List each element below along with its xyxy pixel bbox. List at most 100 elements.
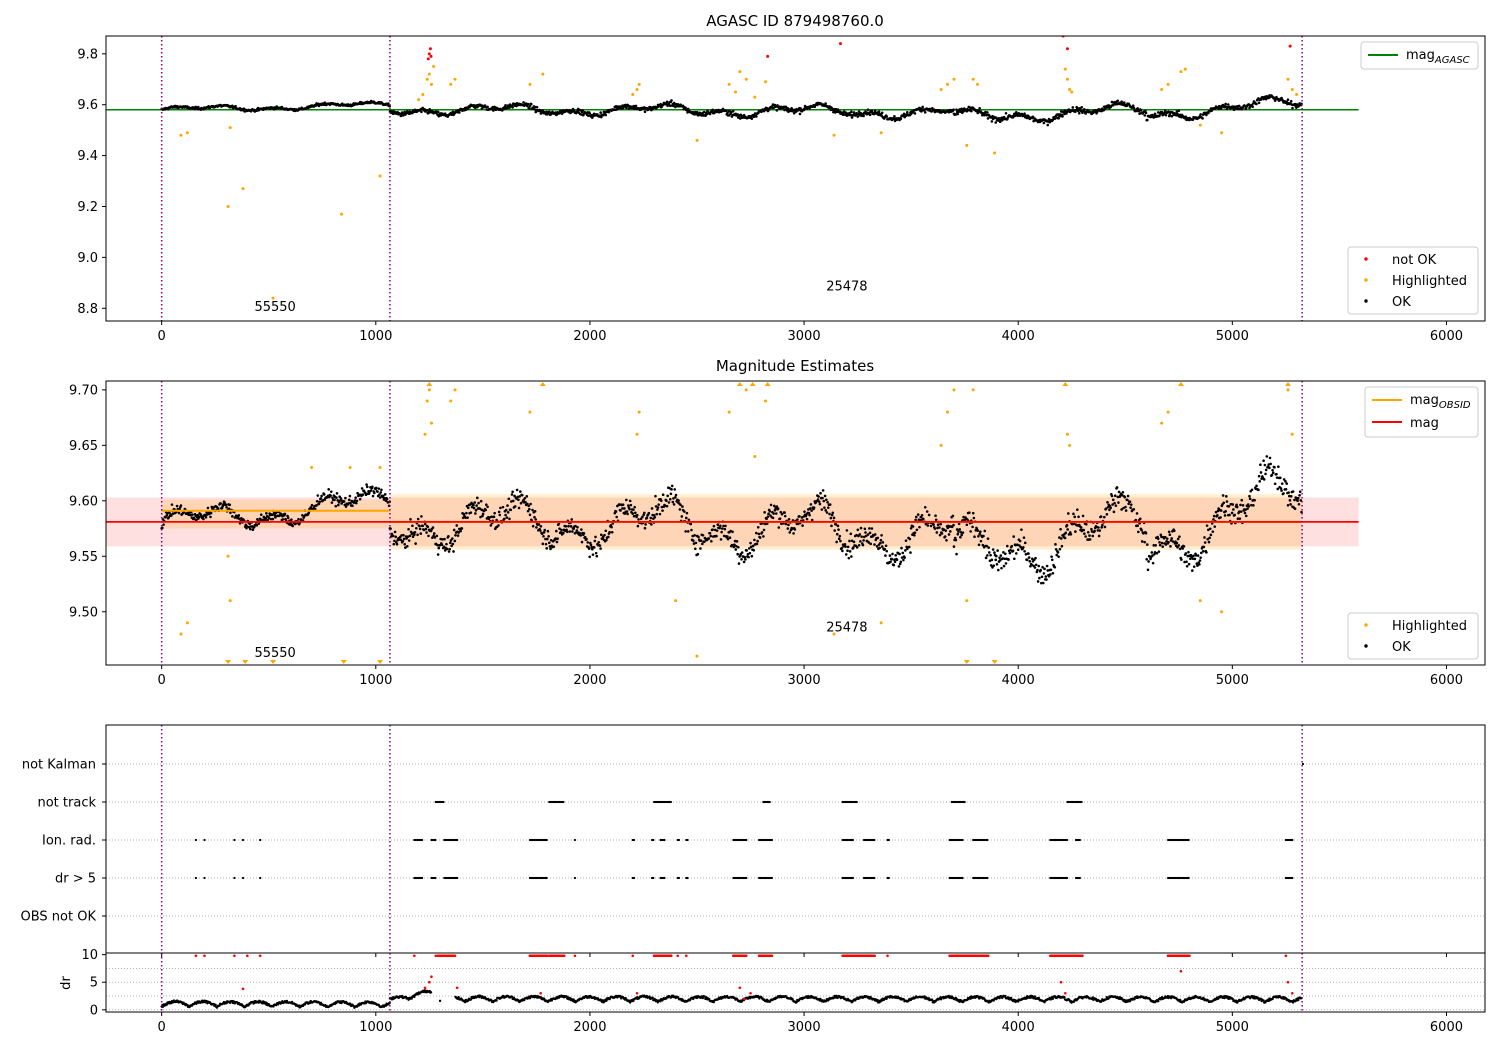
ok-point — [992, 564, 996, 567]
ok-point — [841, 113, 845, 117]
not-ok-point — [427, 52, 431, 56]
ok-point — [1088, 534, 1091, 537]
ok-point — [1287, 491, 1290, 494]
ok-point — [589, 543, 593, 547]
highlighted-point — [453, 77, 457, 81]
y-tick-label: 9.0 — [77, 251, 98, 266]
not-ok-point — [1288, 44, 1292, 48]
ok-point — [726, 537, 730, 541]
ok-point — [959, 535, 962, 539]
ok-point — [356, 491, 359, 495]
ok-point — [327, 488, 330, 491]
flag-point — [632, 876, 636, 880]
legend-marker-highlighted — [1364, 623, 1368, 627]
ok-point — [1225, 500, 1229, 503]
ok-point — [524, 500, 527, 504]
ok-point — [834, 107, 838, 111]
ok-point — [493, 511, 496, 515]
highlighted-point — [1220, 610, 1224, 614]
ok-point — [736, 552, 739, 556]
ok-point — [1033, 566, 1037, 569]
ok-point — [850, 110, 853, 114]
ok-point — [1155, 551, 1159, 555]
ok-point — [670, 484, 674, 488]
flag-point — [203, 876, 206, 880]
highlighted-point — [946, 410, 950, 414]
ok-point — [1167, 530, 1171, 534]
ok-point — [522, 101, 525, 104]
ok-point — [798, 112, 802, 116]
ok-point — [474, 509, 478, 512]
obsid-label: 25478 — [826, 279, 867, 294]
highlighted-point — [1220, 131, 1224, 135]
ok-point — [1227, 505, 1231, 508]
ok-point — [701, 533, 705, 537]
ok-point — [568, 530, 572, 533]
ok-point — [336, 498, 339, 502]
ok-point — [955, 552, 958, 556]
ok-point — [728, 536, 732, 540]
legend-marker-highlighted — [1364, 278, 1368, 282]
dr-ok-point — [400, 994, 404, 998]
ok-point — [989, 564, 993, 567]
flag-point — [686, 838, 689, 842]
ok-point — [408, 534, 412, 538]
ok-point — [441, 538, 444, 541]
ok-point — [678, 508, 682, 511]
ok-point — [571, 530, 574, 533]
ok-point — [893, 114, 896, 118]
ok-point — [805, 517, 809, 521]
ok-point — [1111, 503, 1114, 506]
ok-point — [888, 554, 892, 557]
ok-point — [598, 544, 602, 547]
ok-point — [1013, 114, 1017, 118]
ok-point — [383, 496, 386, 500]
ok-point — [628, 507, 631, 511]
ok-point — [775, 505, 779, 508]
flag-point — [456, 838, 459, 842]
ok-point — [1102, 515, 1106, 519]
ok-point — [687, 518, 691, 522]
ok-point — [399, 538, 403, 542]
ok-point — [938, 526, 941, 529]
ok-point — [319, 497, 323, 500]
ok-point — [535, 526, 538, 529]
ok-point — [255, 523, 259, 527]
flag-point — [1065, 876, 1069, 880]
ok-point — [394, 535, 398, 539]
ok-point — [1211, 530, 1215, 533]
ok-point — [927, 513, 931, 517]
ok-point — [986, 117, 990, 120]
ok-point — [1045, 564, 1049, 568]
not-ok-point — [426, 57, 430, 61]
ok-point — [942, 528, 946, 531]
dr-ok-point — [429, 991, 433, 994]
ok-point — [1046, 123, 1050, 127]
ok-point — [848, 539, 851, 543]
ok-point — [1084, 535, 1087, 538]
ok-point — [755, 115, 758, 118]
ok-point — [869, 542, 872, 546]
ok-point — [1239, 503, 1242, 507]
ok-point — [1291, 490, 1295, 493]
ok-point — [1208, 527, 1212, 531]
ok-point — [309, 506, 313, 509]
ok-point — [1276, 487, 1280, 491]
ok-point — [1180, 558, 1183, 561]
ok-point — [583, 535, 587, 539]
ok-point — [520, 493, 524, 497]
ok-point — [1043, 567, 1046, 571]
ok-point — [722, 524, 725, 528]
ok-point — [1135, 512, 1139, 515]
ok-point — [592, 546, 596, 549]
ok-point — [1069, 532, 1073, 536]
ok-point — [1257, 488, 1260, 492]
ok-point — [694, 541, 698, 545]
ok-point — [1264, 468, 1268, 472]
ok-point — [914, 515, 918, 519]
ok-point — [315, 499, 319, 503]
ok-point — [531, 508, 534, 512]
ok-point — [1124, 505, 1127, 509]
ok-point — [1144, 111, 1148, 115]
ok-point — [1046, 569, 1050, 572]
